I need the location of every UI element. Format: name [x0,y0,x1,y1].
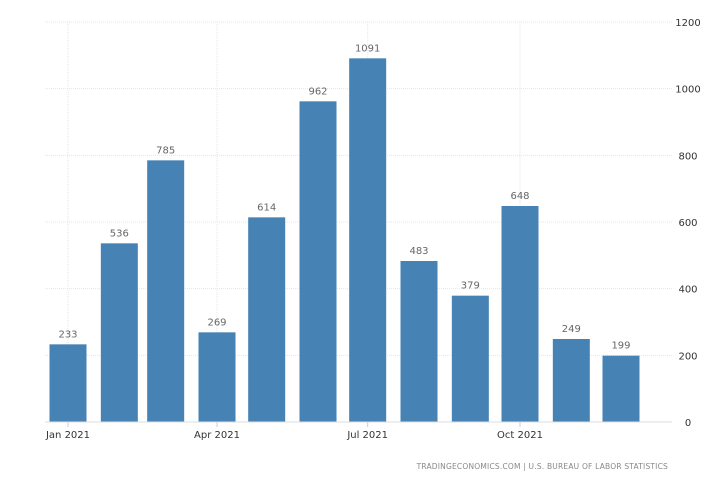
bar [198,332,236,422]
y-tick-label: 400 [678,285,697,296]
bar [602,355,640,422]
bar [552,339,590,422]
y-tick-label: 1200 [675,18,700,29]
x-tick-label: Jul 2021 [346,430,388,441]
bar [100,243,138,422]
y-tick-label: 200 [678,351,697,362]
bar [248,217,286,422]
bar [451,295,489,422]
y-tick-label: 800 [678,151,697,162]
data-label: 614 [257,202,276,213]
data-label: 379 [461,281,480,292]
data-label: 1091 [355,43,380,54]
bars [49,58,640,423]
bar [147,160,185,423]
data-label: 785 [156,145,175,156]
data-label: 199 [611,341,630,352]
bar [349,58,387,422]
data-label: 269 [207,317,226,328]
y-tick-label: 600 [678,218,697,229]
source-credit: TRADINGECONOMICS.COM | U.S. BUREAU OF LA… [416,462,668,471]
data-label: 962 [308,86,327,97]
data-labels: 233 536 785 269 614 962 1091 483 379 648 249 199 [58,43,630,351]
x-tick-label: Jan 2021 [45,430,90,441]
data-label: 233 [58,329,77,340]
x-tick-label: Apr 2021 [194,430,240,441]
axes: 0 200 400 600 800 1000 1200 Jan 2021 Apr 2021 Jul… [45,18,701,441]
data-label: 648 [510,191,529,202]
bar [400,261,438,422]
y-tick-label: 0 [685,418,691,429]
y-tick-label: 1000 [675,85,700,96]
data-label: 249 [562,324,581,335]
data-label: 483 [409,246,428,257]
bar [299,101,337,422]
x-tick-label: Oct 2021 [497,430,543,441]
bar [501,206,539,422]
data-label: 536 [110,228,129,239]
bar [49,344,87,422]
